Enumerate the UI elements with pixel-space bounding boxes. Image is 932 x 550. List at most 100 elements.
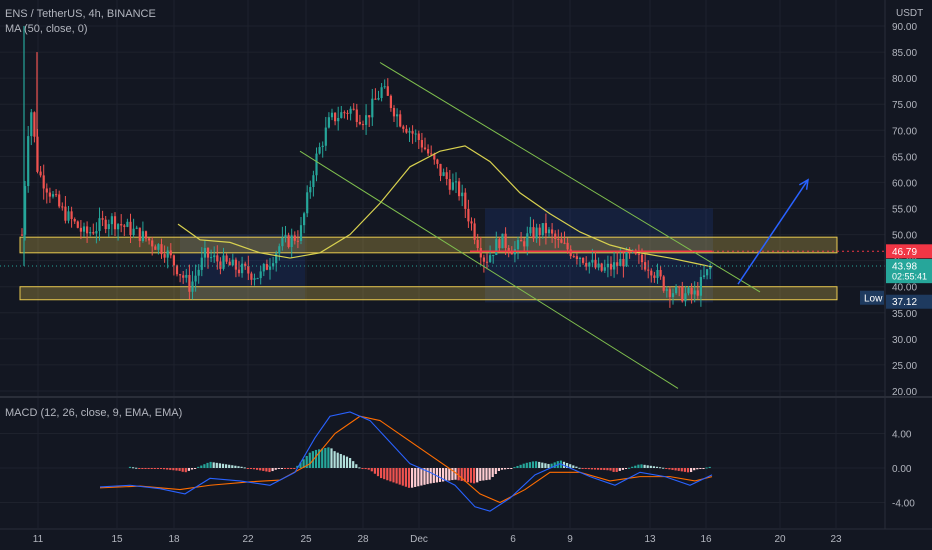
projection-arrowhead (798, 178, 809, 190)
candle-body (408, 131, 411, 133)
macd-histogram-bar (187, 468, 190, 471)
candle-body (284, 235, 287, 238)
macd-histogram-bar (392, 468, 395, 483)
macd-histogram-bar (693, 468, 696, 471)
macd-histogram-bar (442, 468, 445, 482)
macd-histogram-bar (296, 465, 299, 468)
candle-body (293, 235, 296, 241)
candle-body (358, 121, 361, 125)
candle-body (392, 108, 396, 117)
macd-histogram-bar (463, 468, 466, 482)
macd-histogram-bar (200, 465, 203, 468)
macd-histogram-bar (212, 462, 215, 468)
macd-histogram-bar (500, 468, 504, 470)
macd-histogram-bar (587, 468, 590, 470)
symbol-title[interactable]: ENS / TetherUS, 4h, BINANCE (5, 8, 156, 20)
candle-body (578, 257, 582, 260)
macd-histogram-bar (225, 464, 228, 468)
candle-body (265, 264, 268, 270)
macd-histogram-bar (504, 468, 507, 470)
candle-body (541, 223, 544, 236)
macd-histogram-bar (293, 468, 296, 469)
candle-body (179, 274, 182, 276)
macd-histogram-bar (659, 467, 662, 469)
macd-histogram-bar (299, 462, 302, 468)
x-tick-label: 6 (510, 534, 516, 545)
candle-body (538, 227, 541, 236)
candle-body (104, 219, 107, 230)
macd-histogram-bar (271, 468, 274, 472)
channel-lower (299, 150, 679, 389)
candle-body (693, 290, 696, 295)
candle-body (445, 172, 448, 180)
current-price: 43.98 (892, 261, 917, 272)
candle-body (516, 240, 520, 250)
macd-histogram-bar (262, 468, 265, 471)
macd-signal-line (99, 415, 713, 504)
candle-body (330, 112, 334, 118)
macd-histogram-bar (190, 468, 194, 470)
candle-body (529, 227, 532, 234)
candle-body (613, 262, 616, 270)
macd-histogram-bar (414, 468, 417, 487)
macd-histogram-bar (491, 468, 494, 478)
macd-histogram-bar (398, 468, 401, 485)
candle-body (98, 218, 101, 232)
candle-body (315, 153, 318, 176)
candle-body (675, 286, 678, 294)
macd-histogram-bar (184, 468, 187, 473)
candle-body (591, 259, 594, 263)
macd-histogram-bar (705, 467, 708, 469)
macd-histogram-bar (649, 465, 652, 468)
macd-histogram-bar (680, 468, 683, 472)
macd-histogram-bar (197, 466, 200, 468)
macd-histogram-bar (194, 468, 197, 469)
macd-histogram-bar (686, 468, 690, 473)
candle-body (231, 259, 234, 266)
macd-histogram-bar (628, 467, 631, 469)
macd-histogram-bar (172, 468, 175, 471)
macd-histogram-bar (280, 468, 283, 469)
macd-tick-label: 0.00 (892, 464, 912, 475)
macd-histogram-bar (283, 468, 287, 469)
candle-body (321, 145, 324, 148)
macd-histogram-bar (429, 468, 432, 484)
candle-body (253, 278, 256, 280)
candle-body (172, 255, 175, 266)
macd-histogram-bar (259, 468, 262, 471)
macd-histogram-bar (352, 461, 355, 468)
candle-body (256, 278, 259, 280)
candle-body (699, 277, 702, 296)
macd-histogram-bar (699, 468, 702, 469)
macd-histogram-bar (541, 462, 544, 468)
candle-body (259, 271, 262, 279)
macd-histogram-bar (578, 467, 581, 469)
candle-body (644, 262, 647, 270)
y-tick-label: 20.00 (892, 387, 917, 398)
candle-body (430, 153, 433, 155)
ma-legend[interactable]: MA (50, close, 0) (5, 23, 88, 35)
macd-histogram-bar (516, 465, 519, 468)
macd-legend[interactable]: MACD (12, 26, close, 9, EMA, EMA) (5, 407, 183, 419)
candle-body (523, 241, 526, 247)
macd-histogram-bar (445, 468, 448, 482)
macd-histogram-bar (448, 468, 451, 481)
macd-histogram-bar (510, 468, 513, 469)
candle-body (383, 86, 386, 88)
currency-label: USDT (896, 8, 924, 19)
y-tick-label: 50.00 (892, 231, 917, 242)
macd-histogram-bar (494, 468, 497, 475)
candle-body (402, 126, 405, 129)
candle-body (547, 229, 551, 234)
macd-histogram-bar (178, 468, 181, 471)
candle-body (563, 242, 566, 244)
candle-body (495, 239, 498, 255)
candle-body (55, 194, 58, 196)
candle-body (141, 231, 144, 242)
macd-histogram-bar (358, 467, 361, 469)
candle-body (200, 257, 203, 270)
macd-histogram-bar (690, 468, 693, 473)
macd-histogram-bar (144, 468, 147, 469)
